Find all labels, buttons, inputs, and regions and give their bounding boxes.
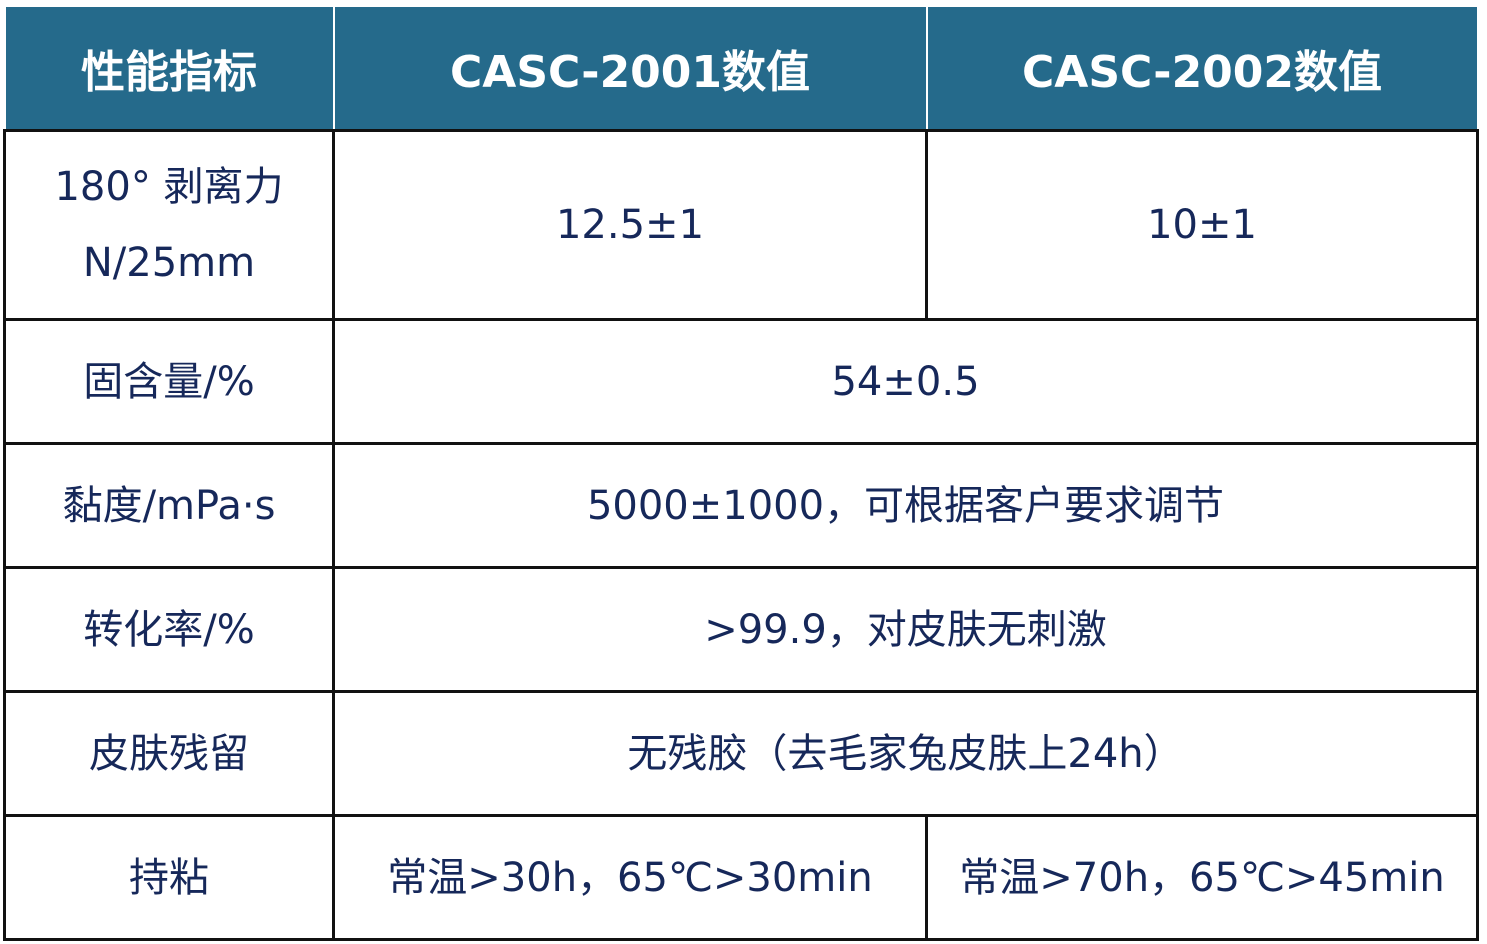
header-cell: CASC-2001数值 [332, 5, 928, 132]
row-label: 180° 剥离力 N/25mm [3, 129, 335, 321]
row-label: 固含量/% [3, 318, 335, 445]
row-label: 黏度/mPa·s [3, 442, 335, 569]
row-label: 皮肤残留 [3, 690, 335, 817]
value-cell: 5000±1000，可根据客户要求调节 [332, 442, 1479, 569]
table-row: 180° 剥离力 N/25mm 12.5±1 10±1 [3, 129, 1479, 321]
header-cell: 性能指标 [3, 5, 335, 132]
row-label: 转化率/% [3, 566, 335, 693]
header-row: 性能指标 CASC-2001数值 CASC-2002数值 [3, 5, 1479, 132]
table-row: 黏度/mPa·s 5000±1000，可根据客户要求调节 [3, 442, 1479, 569]
table-row: 转化率/% >99.9，对皮肤无刺激 [3, 566, 1479, 693]
spec-table: 性能指标 CASC-2001数值 CASC-2002数值 180° 剥离力 N/25… [3, 5, 1479, 941]
table-body: 180° 剥离力 N/25mm 12.5±1 10±1 固含量/% 54±0.5 黏度/m… [3, 129, 1479, 941]
row-label: 持粘 [3, 814, 335, 941]
value-cell: >99.9，对皮肤无刺激 [332, 566, 1479, 693]
header-cell: CASC-2002数值 [925, 5, 1479, 132]
value-cell: 54±0.5 [332, 318, 1479, 445]
value-cell: 常温>70h，65℃>45min [925, 814, 1479, 941]
table-row: 持粘 常温>30h，65℃>30min 常温>70h，65℃>45min [3, 814, 1479, 941]
value-cell: 12.5±1 [332, 129, 928, 321]
value-cell: 10±1 [925, 129, 1479, 321]
value-cell: 无残胶（去毛家兔皮肤上24h） [332, 690, 1479, 817]
table-row: 皮肤残留 无残胶（去毛家兔皮肤上24h） [3, 690, 1479, 817]
value-cell: 常温>30h，65℃>30min [332, 814, 928, 941]
table-row: 固含量/% 54±0.5 [3, 318, 1479, 445]
